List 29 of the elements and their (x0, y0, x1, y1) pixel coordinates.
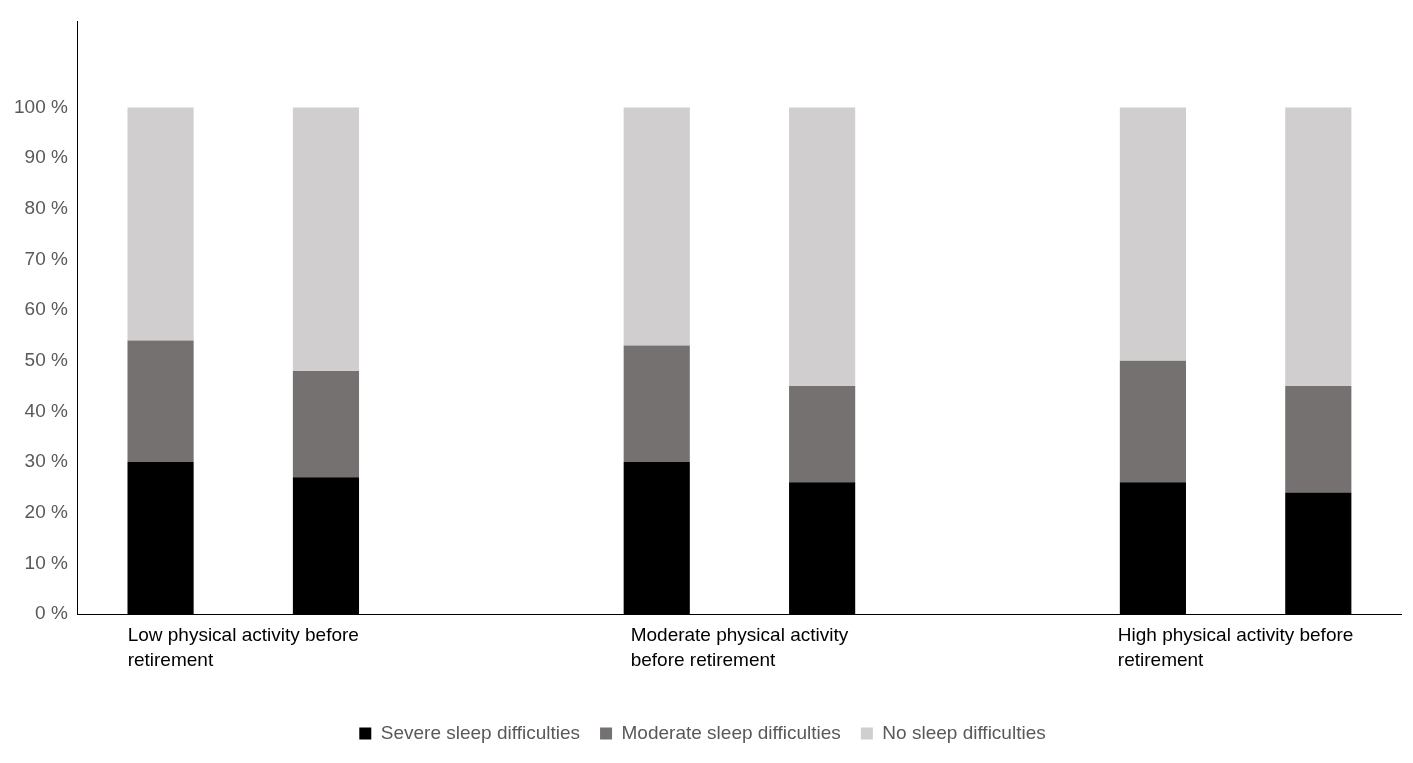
bar (1285, 107, 1352, 387)
legend-label: Severe sleep difficulties (380, 721, 581, 743)
bar (1285, 386, 1352, 493)
bar (1119, 360, 1186, 483)
bar (623, 345, 690, 463)
bar (292, 370, 360, 478)
y-tick-label: 30 % (24, 450, 68, 472)
legend-label: No sleep difficulties (882, 721, 1046, 743)
bar (127, 107, 194, 341)
y-tick-label: 100 % (14, 95, 68, 117)
y-tick-label: 60 % (24, 298, 68, 320)
y-tick-label: 50 % (24, 348, 68, 370)
y-tick-label: 20 % (24, 500, 68, 522)
bar (623, 107, 690, 346)
y-tick-label: 10 % (24, 551, 68, 573)
x-tick-label: Low physical activity before retirement (127, 623, 359, 670)
y-tick-label: 0 % (35, 602, 68, 624)
x-tick-label: High physical activity before retirement (1117, 623, 1354, 670)
bar (1119, 107, 1186, 361)
bar (127, 340, 194, 463)
bar (789, 107, 856, 387)
bar (292, 107, 360, 371)
legend-label: Moderate sleep difficulties (621, 721, 841, 743)
y-tick-label: 40 % (24, 399, 68, 421)
y-tick-label: 70 % (24, 247, 68, 269)
y-tick-label: 80 % (24, 197, 68, 219)
bar (789, 386, 856, 483)
x-tick-label: Moderate physical activity before retirement (630, 623, 849, 670)
y-tick-label: 90 % (24, 146, 68, 168)
